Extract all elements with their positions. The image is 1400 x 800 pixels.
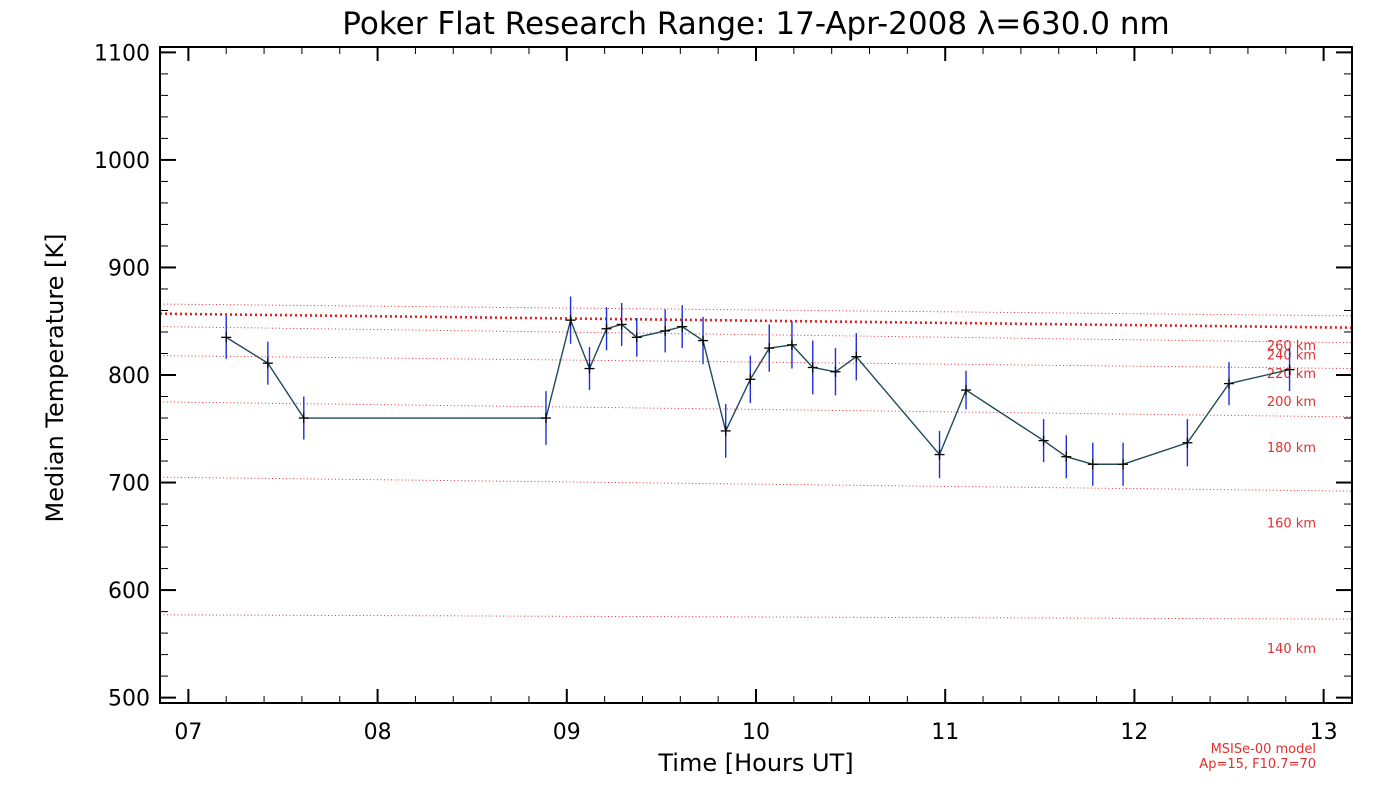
model-curve-label-1: 240 km [1267,349,1316,364]
y-tick-label: 500 [108,687,150,712]
y-tick-label: 800 [108,364,150,389]
y-axis-label: Median Temperature [K] [41,233,69,522]
chart-title: Poker Flat Research Range: 17-Apr-2008 λ… [342,6,1169,42]
x-tick-label: 13 [1310,720,1338,745]
series-line [225,317,1290,465]
y-tick-label: 900 [108,256,150,281]
y-tick-label: 600 [108,579,150,604]
model-note-line-1: MSISe-00 model [1211,742,1316,757]
model-curve-label-3: 200 km [1267,395,1316,410]
y-tick-label: 1100 [94,41,150,66]
y-tick-label: 1000 [94,149,150,174]
x-tick-label: 10 [742,720,770,745]
model-curve-label-0: 260 km [1267,339,1316,354]
x-axis-label: Time [Hours UT] [657,749,853,777]
model-curve-label-6: 140 km [1267,642,1316,657]
model-curve-1 [159,303,1353,317]
x-tick-label: 09 [553,720,581,745]
axis-ticks [160,47,1352,703]
model-curve-label-5: 160 km [1267,516,1316,531]
model-curves [159,303,1353,620]
model-curve-6 [159,614,1353,620]
x-tick-label: 11 [931,720,959,745]
model-curve-2 [159,326,1353,344]
model-curve-5 [159,476,1353,492]
y-tick-label: 700 [108,472,150,497]
x-tick-label: 12 [1120,720,1148,745]
axis-tick-labels: 07 08 09 10 11 12 13 500 600 700 800 900 1000 1100 [94,41,1338,745]
model-curve-4 [159,401,1353,418]
model-curve-3 [159,355,1353,369]
x-tick-label: 08 [364,720,392,745]
x-tick-label: 07 [174,720,202,745]
series-median-temperature [221,296,1295,486]
model-curve-0 [159,312,1353,329]
model-curve-label-4: 180 km [1267,441,1316,456]
model-curve-label-2: 220 km [1267,367,1316,382]
model-note-line-2: Ap=15, F10.7=70 [1199,757,1316,772]
plot-frame [159,46,1353,704]
